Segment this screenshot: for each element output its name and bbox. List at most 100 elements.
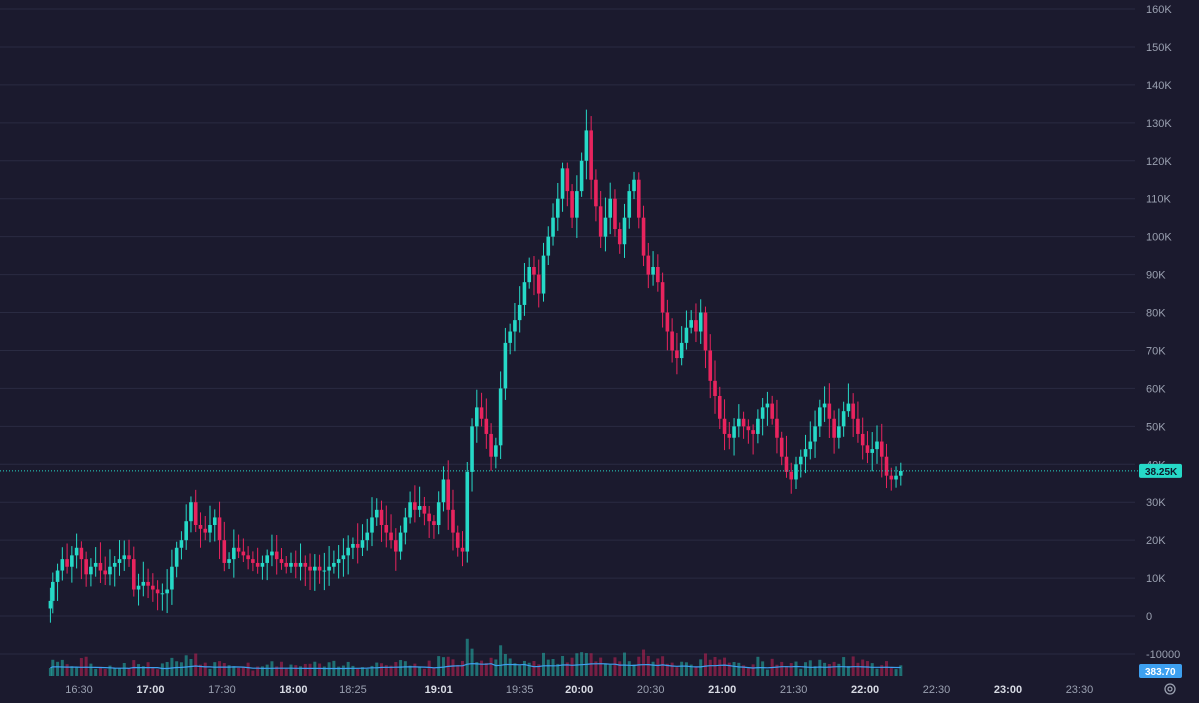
candle-body xyxy=(694,320,698,332)
volume-bar xyxy=(522,660,526,676)
y-tick-label: 100K xyxy=(1146,232,1172,244)
volume-bar xyxy=(375,662,379,676)
candle-body xyxy=(336,559,341,563)
candle-body xyxy=(584,130,589,161)
candle-body xyxy=(131,559,136,590)
volume-bar xyxy=(518,665,522,676)
volume-bar xyxy=(213,662,217,676)
candle-body xyxy=(279,559,284,563)
y-tick-label: 160K xyxy=(1146,4,1172,16)
candle-body xyxy=(889,475,894,480)
volume-bar xyxy=(699,659,703,676)
volume-bar xyxy=(194,653,198,676)
candle-body xyxy=(527,267,532,283)
candle-body xyxy=(413,502,417,510)
candle-body xyxy=(389,532,393,541)
volume-bar xyxy=(689,664,693,676)
candle-body xyxy=(370,517,374,533)
candle-body xyxy=(594,179,598,207)
candle-body xyxy=(508,331,512,343)
volume-bar xyxy=(751,664,755,676)
volume-bar xyxy=(75,667,79,676)
x-tick-label: 18:00 xyxy=(279,684,307,696)
volume-ma-tag-bg xyxy=(1139,664,1182,678)
candle-body xyxy=(374,509,379,518)
volume-bar xyxy=(746,668,750,676)
candle-body xyxy=(122,555,127,560)
candle-body xyxy=(832,418,836,438)
candle-body xyxy=(327,566,331,571)
volume-bar xyxy=(218,661,222,676)
candle-body xyxy=(589,130,593,180)
volume-bar xyxy=(489,657,493,676)
volume-bar xyxy=(832,661,836,676)
volume-bar xyxy=(341,665,345,676)
grid-lines xyxy=(0,8,1135,655)
candle-body xyxy=(884,456,889,476)
candle-body xyxy=(541,255,546,294)
volume-bar xyxy=(861,659,865,676)
candle-body xyxy=(193,502,198,525)
volume-bar xyxy=(108,665,112,676)
volume-bar xyxy=(632,664,636,676)
candle-body xyxy=(341,555,346,560)
volume-bar xyxy=(275,666,279,676)
candle-body xyxy=(55,570,60,582)
candles xyxy=(48,109,903,623)
candle-body xyxy=(427,513,431,522)
volume-bar xyxy=(780,661,784,676)
candle-body xyxy=(765,403,770,408)
volume-bar xyxy=(670,662,674,676)
y-tick-label: 50K xyxy=(1146,421,1166,433)
volume-bar xyxy=(160,663,164,676)
candle-body xyxy=(517,304,522,321)
y-tick-label: 10K xyxy=(1146,573,1166,585)
candle-body xyxy=(284,562,289,567)
volume-bar xyxy=(222,663,226,676)
candle-body xyxy=(818,407,822,427)
settings-gear-icon[interactable] xyxy=(1162,681,1178,697)
volume-bar xyxy=(789,663,793,676)
volume-bar xyxy=(627,661,631,676)
volume-bar xyxy=(399,660,403,676)
volume-bar xyxy=(899,665,903,676)
candle-body xyxy=(870,449,875,453)
volume-bar xyxy=(94,668,98,676)
volume-bar xyxy=(284,668,288,676)
x-tick-label: 18:25 xyxy=(339,684,367,696)
candle-body xyxy=(503,342,508,389)
y-axis: 160K 150K 140K 130K 120K 110K 100K 90K 80K 70K 60K… xyxy=(1146,4,1180,661)
volume-bar xyxy=(804,662,808,676)
volume-bar xyxy=(580,652,584,676)
candle-body xyxy=(794,464,798,480)
candle-body xyxy=(155,589,160,594)
candle-body xyxy=(603,217,608,237)
candle-body xyxy=(560,168,565,199)
volume-bar xyxy=(827,663,831,676)
candle-body xyxy=(546,236,551,256)
candle-body xyxy=(50,581,55,601)
volume-bar xyxy=(260,666,264,676)
y-tick-label: 30K xyxy=(1146,497,1166,509)
candle-body xyxy=(660,282,665,313)
candle-body xyxy=(813,426,817,442)
volume-bar xyxy=(56,661,60,676)
candle-body xyxy=(498,388,503,446)
candle-body xyxy=(465,471,470,552)
y-tick-label: 130K xyxy=(1146,118,1172,130)
candle-body xyxy=(174,547,179,567)
volume-bar xyxy=(89,663,93,676)
volume-bar xyxy=(870,663,874,676)
candle-body xyxy=(784,456,789,472)
volume-bar xyxy=(694,667,698,676)
candle-body xyxy=(165,589,169,594)
candle-body xyxy=(679,342,684,359)
candle-body xyxy=(475,407,479,427)
volume-bar xyxy=(808,660,812,676)
y-tick-label: 70K xyxy=(1146,345,1166,357)
candle-body xyxy=(837,426,841,438)
candle-body xyxy=(632,179,636,192)
volume-bar xyxy=(494,659,498,676)
candle-body xyxy=(184,521,188,541)
